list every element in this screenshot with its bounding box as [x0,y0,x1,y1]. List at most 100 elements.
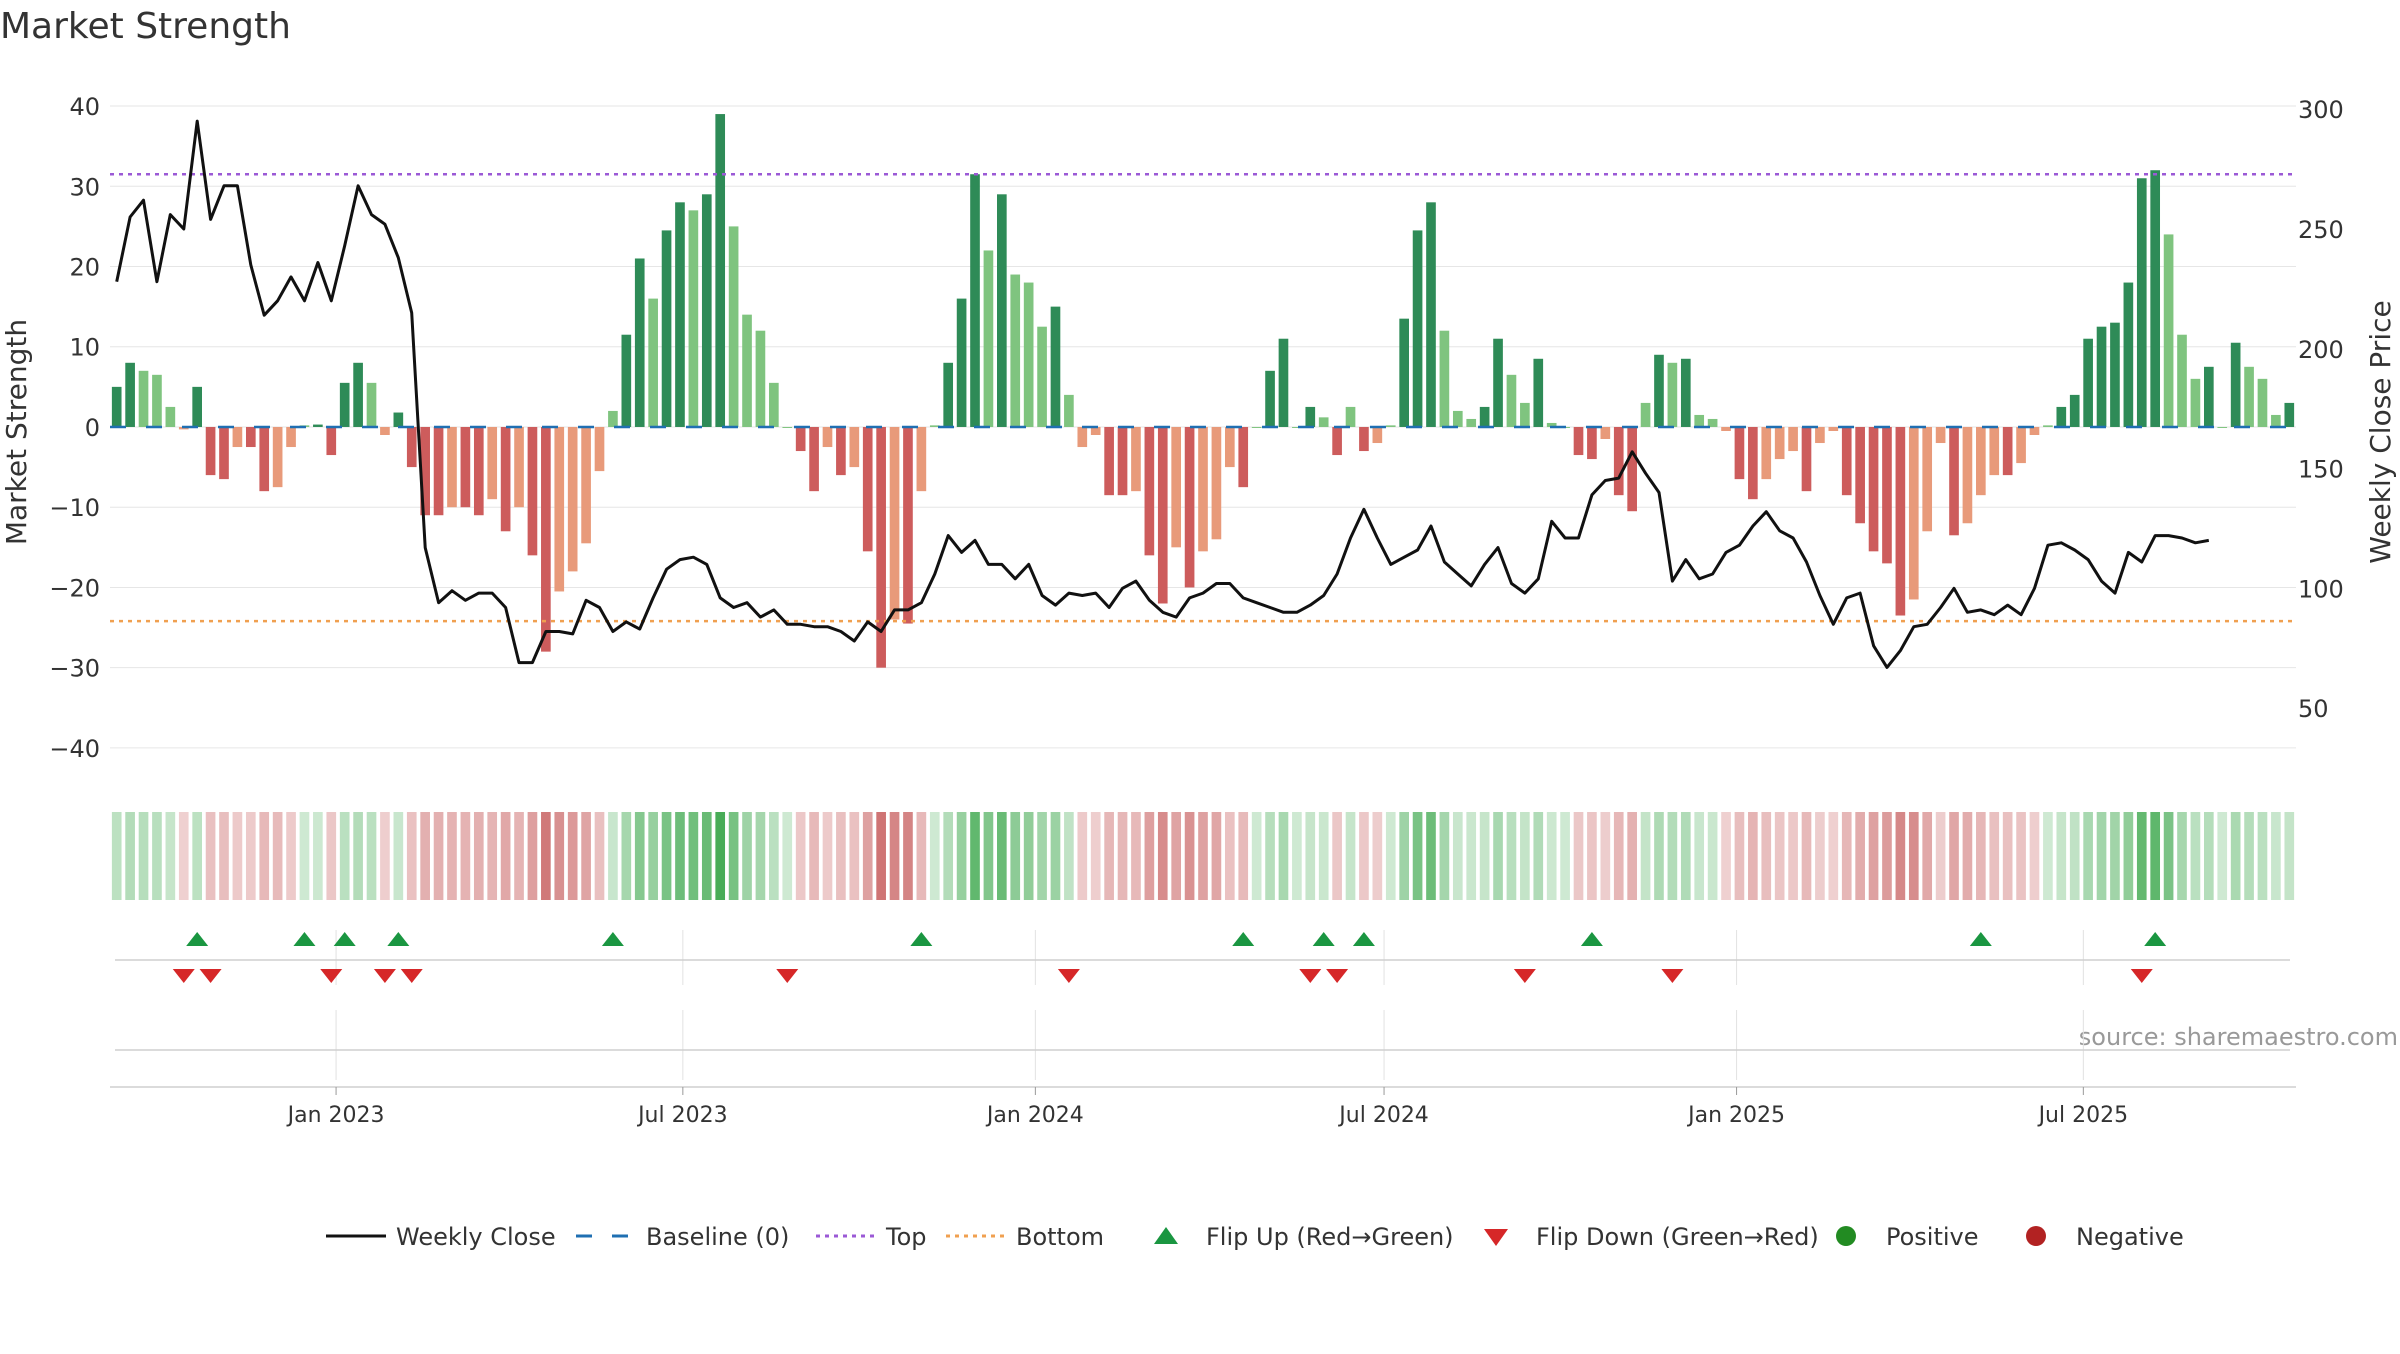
y-tick-label: 30 [69,173,100,201]
strength-bar [2163,234,2174,427]
strength-bar [876,426,886,668]
strength-bar [1587,426,1597,460]
strength-bar [1359,426,1369,452]
y-tick-label: −40 [49,735,100,763]
strength-bar [1466,418,1477,427]
strength-bar [836,426,846,476]
strength-bar [581,426,591,544]
strength-heat-cell [165,812,176,900]
strength-heat-cell [1895,812,1906,900]
strength-bar [2217,426,2228,428]
strength-bar [2257,378,2268,427]
strength-heat-cell [755,812,766,900]
strength-heat-cell [889,812,900,900]
strength-heat-cell [1922,812,1933,900]
strength-heat-cell [1546,812,1557,900]
strength-bar [1895,426,1906,616]
strength-heat-cell [2110,812,2120,900]
strength-bar [2029,426,2040,435]
strength-heat-cell [983,812,994,900]
strength-heat-cell [876,812,886,900]
strength-heat-cell [1359,812,1369,900]
strength-bar [1198,426,1208,552]
strength-bar [916,426,927,492]
strength-heat-cell [1077,812,1088,900]
strength-bar [1117,426,1128,496]
strength-bar [1104,426,1114,496]
legend-item: Flip Down (Green→Red) [1484,1223,1819,1251]
strength-bar [111,386,122,427]
strength-bar [1828,426,1839,431]
source-note: source: sharemaestro.com [2079,1023,2398,1051]
strength-heat-cell [1318,812,1329,900]
strength-heat-cell [1734,812,1745,900]
strength-bar [2177,334,2187,427]
strength-heat-cell [473,812,484,900]
strength-bar [2123,282,2134,427]
strength-bar [1037,326,1047,427]
strength-bar [822,426,833,448]
strength-bar [125,362,135,427]
strength-heat-cell [245,812,256,900]
strength-heat-cell [1721,812,1731,900]
strength-bar [2096,326,2107,427]
strength-heat-cell [1385,812,1396,900]
legend-label: Flip Up (Red→Green) [1206,1223,1454,1251]
strength-heat-cell [527,812,538,900]
strength-bar [1654,354,1664,427]
strength-bar [554,426,565,592]
flip-up-marker [601,932,624,946]
strength-heat-cell [460,812,471,900]
strength-bar [1023,282,1034,427]
strength-bar [1426,202,1436,427]
strength-heat-cell [152,812,162,900]
strength-heat-cell [1801,812,1812,900]
strength-bar [1090,426,1101,435]
legend-label: Positive [1886,1223,1979,1251]
strength-bar [460,426,471,508]
strength-heat-cell [1292,812,1302,900]
strength-heat-cell [849,812,860,900]
strength-heat-cell [2016,812,2026,900]
strength-bar [782,426,793,428]
strength-bar [1774,426,1785,460]
strength-heat-cell [916,812,927,900]
y-right-tick-label: 250 [2298,216,2344,244]
strength-heat-cell [2230,812,2241,900]
strength-bar [1949,426,1959,536]
strength-heat-cell [1131,812,1141,900]
strength-heat-cell [1788,812,1798,900]
legend-item: Baseline (0) [576,1223,789,1251]
strength-heat-cell [1224,812,1235,900]
strength-heat-cell [822,812,833,900]
x-tick-label: Jul 2024 [1337,1103,1429,1128]
strength-heat-cell [2150,812,2161,900]
strength-heat-cell [1962,812,1973,900]
strength-heat-cell [1841,812,1852,900]
strength-heat-cell [1949,812,1959,900]
strength-bar [675,202,685,427]
strength-heat-cell [1037,812,1047,900]
flip-up-marker [186,932,209,946]
strength-bar [1452,410,1463,427]
strength-heat-cell [661,812,672,900]
strength-bar [621,334,632,427]
strength-heat-cell [2056,812,2067,900]
strength-bar [272,426,283,488]
strength-heat-cell [2271,812,2281,900]
strength-bar [393,412,404,427]
strength-heat-cell [1050,812,1061,900]
strength-bar [2271,414,2281,427]
strength-heat-cell [2284,812,2295,900]
flip-up-marker [1969,932,1992,946]
strength-heat-cell [1479,812,1490,900]
strength-heat-cell [1090,812,1101,900]
legend-swatch [1836,1226,1856,1246]
strength-bar [232,426,243,448]
strength-bar [286,426,296,448]
strength-bar [2204,366,2214,427]
flip-down-marker [776,969,799,983]
strength-bar [1627,426,1637,512]
strength-bar [1640,402,1651,427]
